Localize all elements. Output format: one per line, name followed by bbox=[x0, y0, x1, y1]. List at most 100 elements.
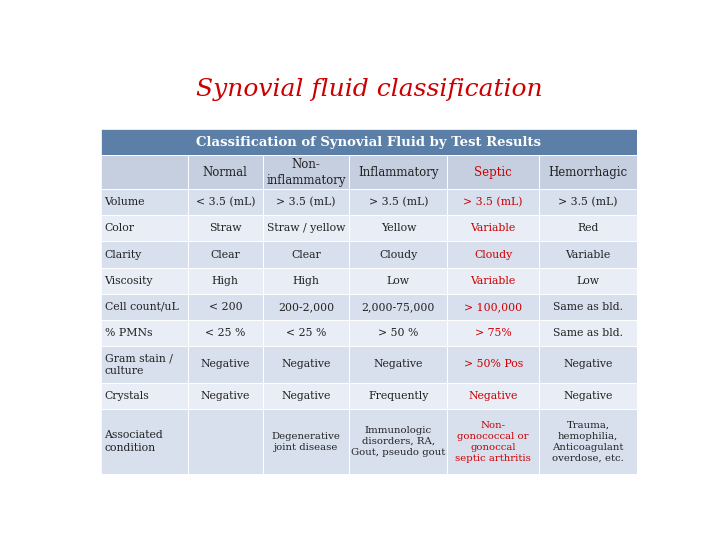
Text: Septic: Septic bbox=[474, 166, 512, 179]
Text: > 75%: > 75% bbox=[474, 328, 511, 338]
Bar bbox=[101, 409, 188, 474]
Text: Negative: Negative bbox=[563, 391, 613, 401]
Bar bbox=[101, 346, 188, 383]
Bar bbox=[539, 320, 636, 346]
Bar bbox=[188, 215, 263, 241]
Bar bbox=[263, 383, 349, 409]
Text: Hemorrhagic: Hemorrhagic bbox=[549, 166, 628, 179]
Bar bbox=[539, 189, 636, 215]
Bar bbox=[101, 383, 188, 409]
Text: Negative: Negative bbox=[282, 391, 331, 401]
Text: Variable: Variable bbox=[565, 249, 611, 260]
Bar bbox=[447, 155, 539, 189]
Text: Synovial fluid classification: Synovial fluid classification bbox=[196, 78, 542, 101]
Bar bbox=[263, 155, 349, 189]
Text: Non-
inflammatory: Non- inflammatory bbox=[266, 158, 346, 187]
Text: Non-
gonococcal or
gonoccal
septic arthritis: Non- gonococcal or gonoccal septic arthr… bbox=[455, 421, 531, 463]
Bar bbox=[349, 346, 447, 383]
Bar bbox=[349, 383, 447, 409]
Bar bbox=[539, 155, 636, 189]
Text: > 100,000: > 100,000 bbox=[464, 302, 522, 312]
Text: Cell count/uL: Cell count/uL bbox=[104, 302, 179, 312]
Text: Clear: Clear bbox=[210, 249, 240, 260]
Text: < 200: < 200 bbox=[209, 302, 242, 312]
Bar bbox=[447, 268, 539, 294]
Text: Associated
condition: Associated condition bbox=[104, 430, 163, 453]
Text: Variable: Variable bbox=[471, 276, 516, 286]
Bar bbox=[349, 294, 447, 320]
Bar bbox=[101, 155, 188, 189]
Bar bbox=[447, 409, 539, 474]
Bar bbox=[188, 268, 263, 294]
Text: > 50 %: > 50 % bbox=[378, 328, 418, 338]
Bar bbox=[447, 320, 539, 346]
Bar bbox=[349, 189, 447, 215]
Text: Classification of Synovial Fluid by Test Results: Classification of Synovial Fluid by Test… bbox=[197, 136, 541, 148]
Text: > 3.5 (mL): > 3.5 (mL) bbox=[558, 197, 618, 207]
Bar bbox=[263, 294, 349, 320]
Bar bbox=[188, 294, 263, 320]
Bar bbox=[101, 189, 188, 215]
Bar bbox=[263, 409, 349, 474]
Text: Straw: Straw bbox=[209, 224, 242, 233]
Text: Degenerative
joint disease: Degenerative joint disease bbox=[271, 431, 341, 451]
Bar bbox=[349, 409, 447, 474]
Text: < 25 %: < 25 % bbox=[286, 328, 326, 338]
Bar bbox=[349, 241, 447, 268]
Text: Volume: Volume bbox=[104, 197, 145, 207]
Bar bbox=[188, 409, 263, 474]
Bar bbox=[263, 215, 349, 241]
Bar bbox=[101, 215, 188, 241]
Bar bbox=[447, 215, 539, 241]
Bar bbox=[188, 189, 263, 215]
Bar bbox=[101, 241, 188, 268]
Bar bbox=[539, 409, 636, 474]
Bar bbox=[263, 241, 349, 268]
Bar bbox=[101, 320, 188, 346]
Text: Yellow: Yellow bbox=[381, 224, 416, 233]
Bar bbox=[188, 383, 263, 409]
Text: Negative: Negative bbox=[201, 391, 250, 401]
Text: > 50% Pos: > 50% Pos bbox=[464, 360, 523, 369]
Bar bbox=[101, 268, 188, 294]
Text: 200-2,000: 200-2,000 bbox=[278, 302, 334, 312]
Text: > 3.5 (mL): > 3.5 (mL) bbox=[276, 197, 336, 207]
Text: High: High bbox=[293, 276, 320, 286]
Text: Negative: Negative bbox=[201, 360, 250, 369]
Text: < 3.5 (mL): < 3.5 (mL) bbox=[196, 197, 255, 207]
Bar bbox=[447, 294, 539, 320]
Text: Negative: Negative bbox=[374, 360, 423, 369]
Text: Negative: Negative bbox=[563, 360, 613, 369]
Bar bbox=[263, 346, 349, 383]
Text: Variable: Variable bbox=[471, 224, 516, 233]
Text: Inflammatory: Inflammatory bbox=[358, 166, 438, 179]
Text: Normal: Normal bbox=[203, 166, 248, 179]
Text: > 3.5 (mL): > 3.5 (mL) bbox=[369, 197, 428, 207]
Text: Clear: Clear bbox=[292, 249, 321, 260]
Bar bbox=[539, 346, 636, 383]
Text: Immunologic
disorders, RA,
Gout, pseudo gout: Immunologic disorders, RA, Gout, pseudo … bbox=[351, 426, 446, 457]
Text: Viscosity: Viscosity bbox=[104, 276, 153, 286]
Text: Straw / yellow: Straw / yellow bbox=[267, 224, 346, 233]
Bar bbox=[263, 320, 349, 346]
Bar bbox=[539, 241, 636, 268]
Text: Red: Red bbox=[577, 224, 599, 233]
Text: Frequently: Frequently bbox=[368, 391, 428, 401]
Bar bbox=[349, 320, 447, 346]
Text: Cloudy: Cloudy bbox=[474, 249, 513, 260]
Text: Same as bld.: Same as bld. bbox=[553, 302, 623, 312]
Bar bbox=[188, 320, 263, 346]
Text: Cloudy: Cloudy bbox=[379, 249, 418, 260]
Text: Color: Color bbox=[104, 224, 135, 233]
Text: Trauma,
hemophilia,
Anticoagulant
overdose, etc.: Trauma, hemophilia, Anticoagulant overdo… bbox=[552, 421, 624, 463]
Bar bbox=[349, 268, 447, 294]
Text: Clarity: Clarity bbox=[104, 249, 142, 260]
Text: < 25 %: < 25 % bbox=[205, 328, 246, 338]
Bar bbox=[188, 155, 263, 189]
Bar bbox=[447, 189, 539, 215]
Bar bbox=[539, 215, 636, 241]
Text: Same as bld.: Same as bld. bbox=[553, 328, 623, 338]
Bar bbox=[539, 294, 636, 320]
Text: Negative: Negative bbox=[282, 360, 331, 369]
Text: Low: Low bbox=[577, 276, 600, 286]
